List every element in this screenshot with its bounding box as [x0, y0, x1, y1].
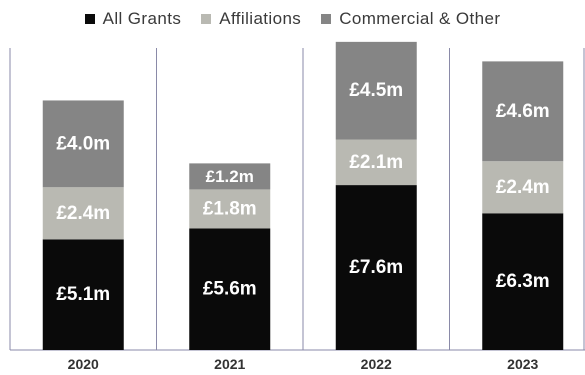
bar-value-label: £1.8m: [203, 198, 257, 219]
bar-value-label: £2.4m: [56, 203, 110, 224]
legend-swatch-affiliations: [201, 14, 212, 24]
legend-item-commercial-other: Commercial & Other: [321, 9, 500, 29]
bar-value-label: £4.5m: [349, 80, 403, 101]
x-tick-label: 2023: [507, 356, 538, 372]
legend: All Grants Affiliations Commercial & Oth…: [0, 6, 585, 32]
bar-segment-affiliations: [335, 139, 417, 186]
bar-segment-affiliations: [482, 161, 564, 214]
legend-swatch-all-grants: [84, 14, 95, 24]
bar-segment-all-grants: [42, 239, 124, 350]
legend-label-affiliations: Affiliations: [219, 9, 302, 28]
legend-label-commercial-other: Commercial & Other: [339, 9, 501, 28]
bar-value-label: £1.2m: [206, 167, 254, 186]
bar-segment-affiliations: [189, 189, 271, 229]
bar-segment-commercial-other: [42, 100, 124, 188]
x-tick-label: 2022: [361, 356, 392, 372]
bar-value-label: £7.6m: [349, 257, 403, 278]
legend-label-all-grants: All Grants: [102, 9, 182, 28]
x-tick-label: 2020: [68, 356, 99, 372]
bar-segment-commercial-other: [189, 163, 271, 190]
bar-segment-affiliations: [42, 187, 124, 240]
legend-item-all-grants: All Grants: [84, 9, 182, 29]
bar-value-label: £4.6m: [496, 101, 550, 122]
bar-segment-all-grants: [189, 228, 271, 350]
x-tick-label: 2021: [214, 356, 245, 372]
bar-value-label: £6.3m: [496, 271, 550, 292]
legend-item-affiliations: Affiliations: [201, 9, 301, 29]
bar-segment-commercial-other: [335, 41, 417, 140]
bar-value-label: £5.1m: [56, 284, 110, 305]
bar-segment-all-grants: [482, 213, 564, 350]
bar-value-label: £2.1m: [349, 152, 403, 173]
bar-value-label: £2.4m: [496, 177, 550, 198]
legend-swatch-commercial-other: [321, 14, 332, 24]
bar-segment-all-grants: [335, 185, 417, 350]
bar-value-label: £5.6m: [203, 279, 257, 300]
bar-segment-commercial-other: [482, 61, 564, 162]
bar-value-label: £4.0m: [56, 133, 110, 154]
